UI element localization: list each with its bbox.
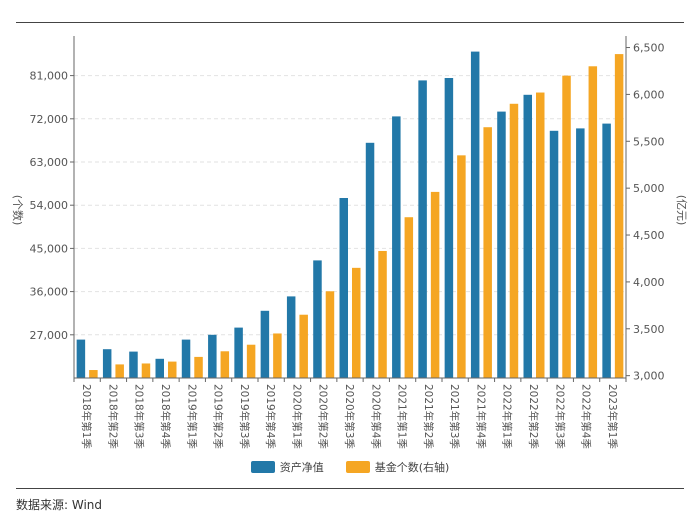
bar-fund-count[interactable] xyxy=(220,351,230,378)
bar-fund-count[interactable] xyxy=(168,361,177,378)
bar-fund-count[interactable] xyxy=(562,75,571,378)
x-tick-label: 2022年第3季 xyxy=(553,384,566,449)
bar-fund-count[interactable] xyxy=(352,267,361,378)
bar-net-asset[interactable] xyxy=(102,349,112,378)
legend-swatch-fund-count xyxy=(345,461,370,473)
legend: 资产净值 基金个数(右轴) xyxy=(0,459,700,475)
y-right-tick-label: 4,000 xyxy=(633,276,665,289)
legend-item-fund-count[interactable]: 基金个数(右轴) xyxy=(345,459,450,475)
bar-net-asset[interactable] xyxy=(418,80,427,379)
legend-label-fund-count: 基金个数(右轴) xyxy=(374,461,450,474)
x-tick-label: 2019年第1季 xyxy=(185,384,198,449)
x-tick-label: 2020年第1季 xyxy=(290,384,303,449)
bar-fund-count[interactable] xyxy=(273,333,282,378)
bar-net-asset[interactable] xyxy=(549,130,559,378)
bars xyxy=(76,51,624,379)
bar-net-asset[interactable] xyxy=(339,198,349,378)
x-tick-label: 2020年第4季 xyxy=(369,384,382,449)
bar-fund-count[interactable] xyxy=(115,364,124,378)
bar-fund-count[interactable] xyxy=(430,191,440,378)
x-tick-label: 2019年第4季 xyxy=(264,384,277,449)
y-right-tick-label: 4,500 xyxy=(633,229,665,242)
bar-net-asset[interactable] xyxy=(181,339,191,378)
y-axis-left-title: (个数) xyxy=(11,195,24,226)
y-left-tick-label: 72,000 xyxy=(30,113,69,126)
bar-fund-count[interactable] xyxy=(325,291,335,378)
bar-net-asset[interactable] xyxy=(602,123,611,378)
y-right-tick-label: 5,500 xyxy=(633,135,665,148)
legend-swatch-net-asset xyxy=(250,461,275,473)
bar-fund-count[interactable] xyxy=(378,250,387,378)
bar-fund-count[interactable] xyxy=(299,314,308,378)
x-tick-label: 2021年第4季 xyxy=(474,384,487,449)
bar-net-asset[interactable] xyxy=(365,142,375,378)
y-left-tick-label: 81,000 xyxy=(30,70,69,83)
bar-net-asset[interactable] xyxy=(286,296,296,378)
gridlines xyxy=(74,75,626,336)
bar-fund-count[interactable] xyxy=(246,344,256,378)
bar-net-asset[interactable] xyxy=(523,94,533,379)
bottom-rule xyxy=(16,488,684,489)
x-tick-label: 2021年第2季 xyxy=(422,384,435,449)
source-note: 数据来源: Wind xyxy=(16,498,103,512)
y-right-tick-label: 6,500 xyxy=(633,42,665,55)
bar-fund-count[interactable] xyxy=(194,356,203,378)
bar-net-asset[interactable] xyxy=(313,260,322,378)
x-tick-label: 2019年第2季 xyxy=(212,384,225,449)
x-tick-label: 2022年第4季 xyxy=(580,384,593,449)
bar-fund-count[interactable] xyxy=(89,370,98,378)
x-tick-label: 2020年第2季 xyxy=(317,384,330,449)
bar-fund-count[interactable] xyxy=(404,217,414,378)
bar-net-asset[interactable] xyxy=(234,327,243,378)
bar-net-asset[interactable] xyxy=(497,111,506,378)
y-axis-right-title: (亿元) xyxy=(675,195,688,226)
axes xyxy=(70,36,630,382)
tick-labels: 27,000 36,000 45,000 54,000 63,000 72,000 81,0… xyxy=(30,42,665,450)
y-left-tick-label: 63,000 xyxy=(30,156,69,169)
bar-fund-count[interactable] xyxy=(509,103,519,378)
y-right-tick-label: 3,500 xyxy=(633,323,665,336)
bar-fund-count[interactable] xyxy=(141,363,151,378)
bar-chart: 27,000 36,000 45,000 54,000 63,000 72,000 81,0… xyxy=(11,36,688,450)
bar-net-asset[interactable] xyxy=(576,128,585,378)
bar-fund-count[interactable] xyxy=(457,155,466,378)
x-tick-label: 2018年第2季 xyxy=(106,384,119,449)
bar-fund-count[interactable] xyxy=(483,127,492,378)
x-tick-label: 2019年第3季 xyxy=(238,384,251,449)
y-right-tick-label: 5,000 xyxy=(633,182,665,195)
y-right-tick-label: 6,000 xyxy=(633,88,665,101)
x-tick-label: 2022年第2季 xyxy=(527,384,540,449)
y-left-tick-label: 36,000 xyxy=(30,286,69,299)
y-left-tick-label: 54,000 xyxy=(30,199,69,212)
x-tick-label: 2022年第1季 xyxy=(501,384,514,449)
x-tick-label: 2018年第4季 xyxy=(159,384,172,449)
bar-net-asset[interactable] xyxy=(470,51,480,378)
bar-fund-count[interactable] xyxy=(536,92,545,378)
bar-net-asset[interactable] xyxy=(260,310,270,378)
x-tick-label: 2021年第1季 xyxy=(396,384,409,449)
legend-label-net-asset: 资产净值 xyxy=(279,461,324,474)
bar-net-asset[interactable] xyxy=(444,78,454,378)
bar-net-asset[interactable] xyxy=(392,116,401,379)
x-tick-label: 2020年第3季 xyxy=(343,384,356,449)
legend-item-net-asset[interactable]: 资产净值 xyxy=(250,459,324,475)
bar-net-asset[interactable] xyxy=(129,351,138,378)
y-left-tick-label: 45,000 xyxy=(30,242,69,255)
x-tick-label: 2021年第3季 xyxy=(448,384,461,449)
x-tick-label: 2023年第1季 xyxy=(606,384,619,449)
bar-net-asset[interactable] xyxy=(155,358,165,378)
x-tick-label: 2018年第1季 xyxy=(80,384,93,449)
x-tick-label: 2018年第3季 xyxy=(133,384,146,449)
bar-fund-count[interactable] xyxy=(614,54,624,378)
bar-fund-count[interactable] xyxy=(588,66,598,378)
y-left-tick-label: 27,000 xyxy=(30,329,69,342)
bar-net-asset[interactable] xyxy=(76,339,86,378)
y-right-tick-label: 3,000 xyxy=(633,370,665,383)
top-rule xyxy=(16,22,684,23)
bar-net-asset[interactable] xyxy=(208,334,217,378)
